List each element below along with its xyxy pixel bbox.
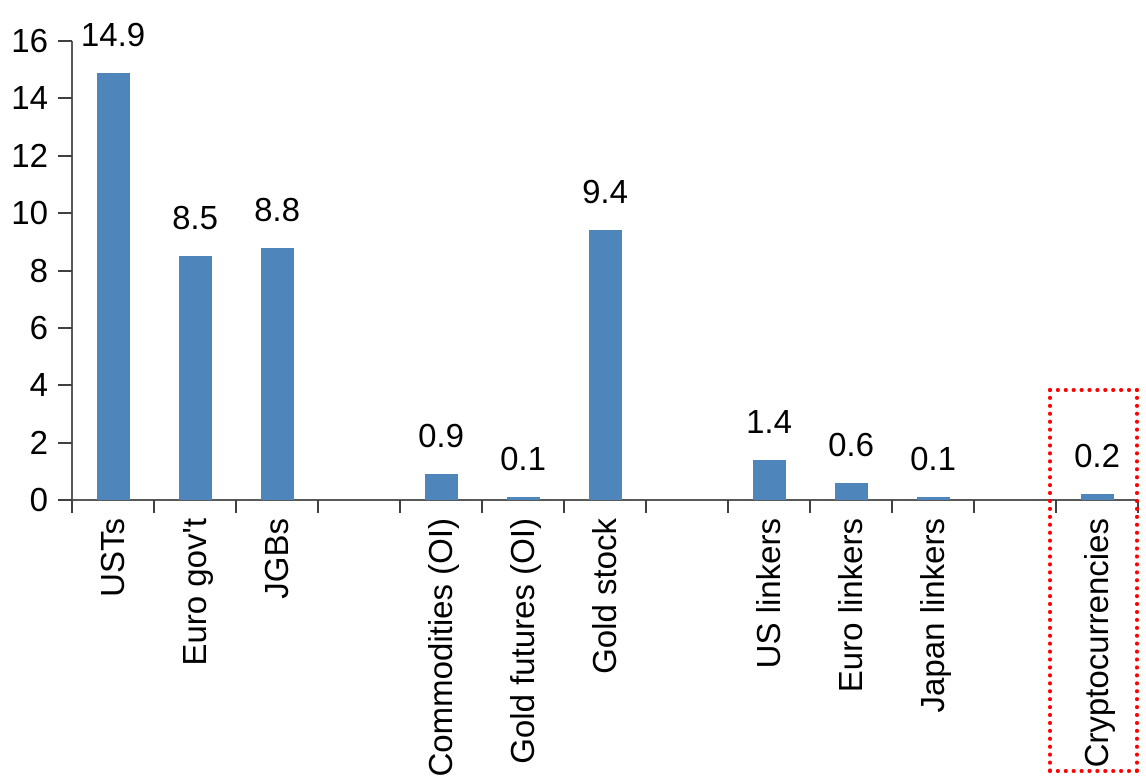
y-tick-label: 16 [11, 22, 48, 59]
bar-commodities-oi [425, 474, 458, 500]
y-tick-label: 14 [11, 79, 48, 117]
bar-usts [97, 73, 130, 500]
y-tick-label: 2 [29, 423, 48, 461]
y-tick-mark [58, 269, 72, 272]
y-tick-mark [58, 384, 72, 387]
y-tick-label: 10 [11, 194, 48, 232]
bar-value-label: 1.4 [746, 403, 792, 440]
bar-value-label: 0.1 [910, 440, 956, 477]
bar-value-label: 14.9 [80, 16, 146, 53]
x-tick-mark [973, 500, 975, 513]
y-tick-mark [58, 40, 72, 42]
bar-value-label: 0.6 [828, 426, 874, 463]
bar-cryptocurrencies [1081, 494, 1114, 500]
y-tick-label: 4 [29, 366, 48, 404]
x-tick-mark [809, 500, 811, 513]
y-tick-mark [58, 212, 72, 215]
x-axis-line [71, 499, 1138, 501]
x-tick-mark [71, 500, 73, 513]
bar-gold-futures-oi [507, 497, 540, 500]
y-tick-mark [58, 97, 72, 100]
x-tick-mark [481, 500, 483, 513]
x-tick-mark [317, 500, 319, 513]
bar-us-linkers [753, 460, 786, 500]
bar-value-label: 0.9 [418, 417, 464, 454]
y-tick-label: 12 [11, 136, 48, 174]
bar-euro-linkers [835, 483, 868, 500]
x-tick-mark [727, 500, 729, 513]
y-axis-line [71, 41, 73, 500]
x-tick-mark [153, 500, 155, 513]
bar-euro-gov-t [179, 256, 212, 500]
y-tick-label: 0 [29, 481, 48, 518]
y-tick-mark [58, 499, 72, 501]
highlight-box [1048, 388, 1139, 773]
x-tick-mark [1055, 500, 1057, 513]
bar-gold-stock [589, 230, 622, 500]
y-tick-label: 8 [29, 251, 48, 289]
bar-value-label: 8.8 [254, 191, 300, 228]
bar-value-label: 0.2 [1074, 437, 1120, 474]
y-tick-label: 6 [29, 308, 48, 346]
x-tick-mark [645, 500, 647, 513]
x-tick-mark [563, 500, 565, 513]
bar-value-label: 9.4 [582, 173, 628, 210]
x-tick-mark [891, 500, 893, 513]
y-tick-mark [58, 441, 72, 444]
y-tick-mark [58, 326, 72, 329]
bar-japan-linkers [917, 497, 950, 500]
x-tick-mark [235, 500, 237, 513]
x-tick-mark [399, 500, 401, 513]
bar-value-label: 8.5 [172, 199, 218, 236]
bar-jgbs [261, 248, 294, 500]
bar-value-label: 0.1 [500, 440, 546, 477]
y-tick-mark [58, 154, 72, 157]
